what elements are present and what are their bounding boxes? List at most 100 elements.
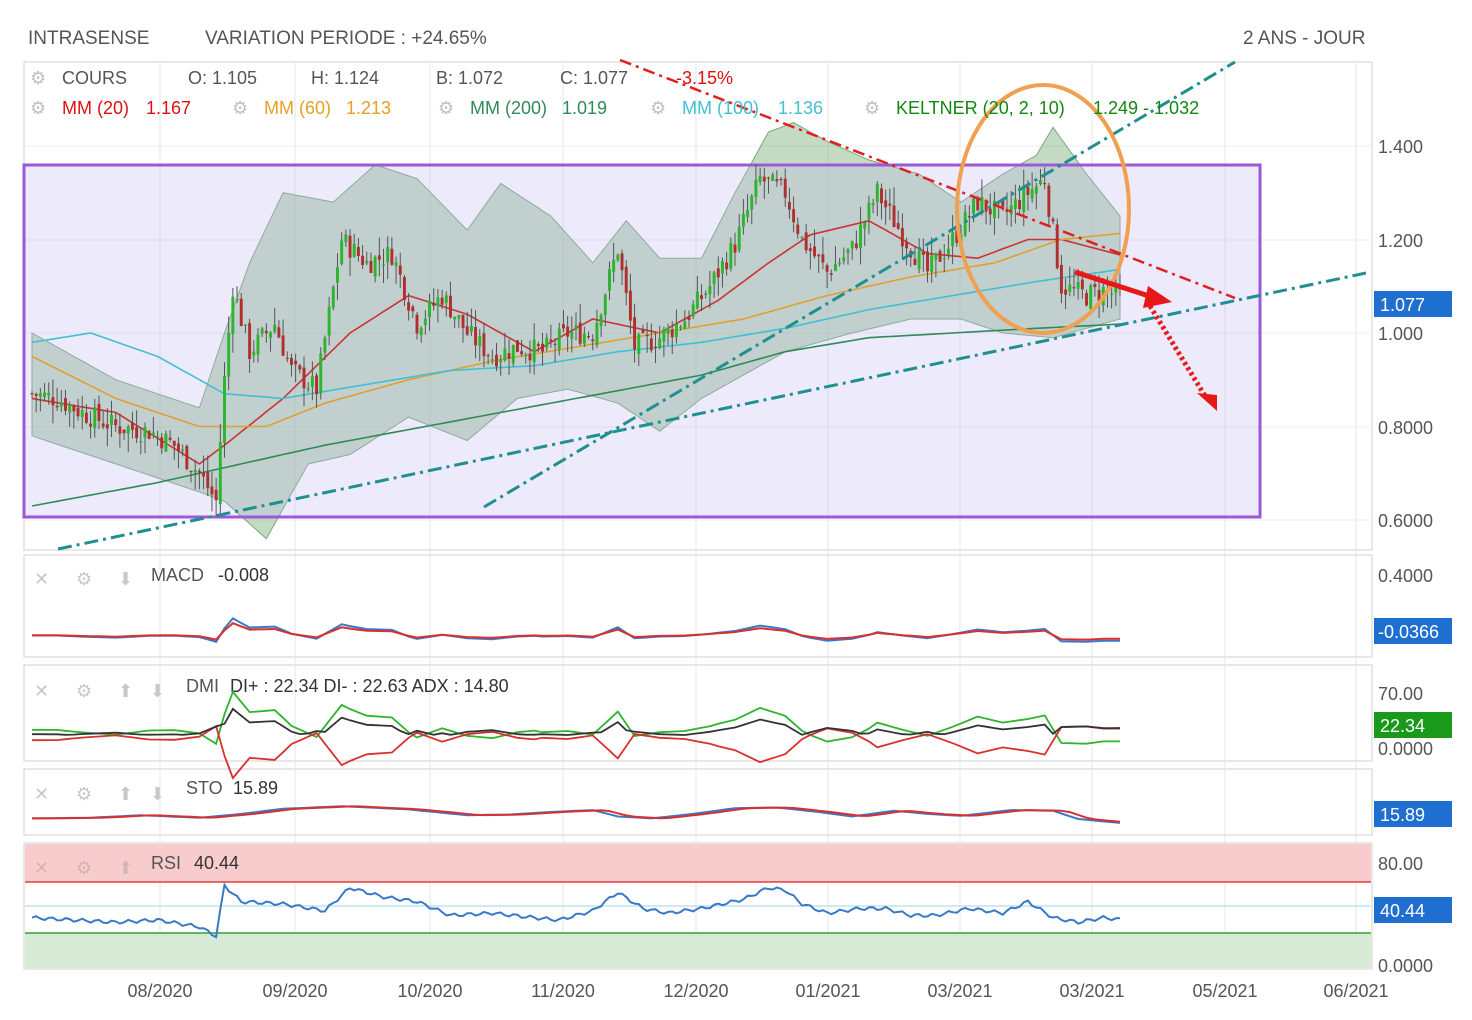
candle-body [156,435,160,438]
close-icon[interactable]: ✕ [34,681,49,701]
candle-body [306,388,310,390]
candle-body [72,405,76,412]
adx-line [32,707,1121,736]
candle-body [260,328,264,334]
candle-body [64,398,67,411]
candle-body [808,248,812,251]
sto-badge [1374,801,1452,827]
arrow-up-icon[interactable]: ⬆ [118,858,133,878]
candle-body [708,286,712,295]
macd-value: -0.008 [218,565,269,585]
candle-body [440,297,444,305]
macd-line [32,617,1120,643]
candle-body [863,222,867,229]
candle-body [934,253,938,260]
candle-body [641,329,645,333]
candle-body [89,423,93,427]
candle-body [654,346,657,349]
gear-icon[interactable]: ⚙ [76,784,92,804]
macd-panel [23,554,1373,658]
period-selector[interactable]: 2 ANS - JOUR [1243,28,1365,49]
candle-body [984,199,988,212]
candle-body [273,324,277,332]
candle-body [846,249,850,254]
macd-lines [32,617,1120,643]
candle-body [386,246,390,263]
candle-body [574,325,578,330]
rsi-badge [1374,897,1452,923]
legend-row-1: ⚙ COURS O: 1.105 H: 1.124 B: 1.072 C: 1.… [30,68,733,88]
candle-body [97,403,101,421]
candle-body [101,423,105,427]
candle-body [767,177,770,179]
close-icon[interactable]: ✕ [34,569,49,589]
gear-icon[interactable]: ⚙ [864,98,880,118]
candle-body [139,441,143,443]
x-tick-label: 01/2021 [795,981,860,1001]
arrow-down-icon[interactable]: ⬇ [118,569,133,589]
candle-body [407,302,411,311]
x-tick-label: 06/2021 [1323,981,1388,1001]
macd-label: MACD [151,565,204,585]
candle-body [871,203,875,206]
x-tick-label: 03/2021 [927,981,992,1001]
x-axis: 08/2020 09/2020 10/2020 11/2020 12/2020 01/20… [127,981,1388,1001]
candle-body [758,175,762,182]
gear-icon[interactable]: ⚙ [30,98,46,118]
candle-body [800,236,804,238]
candle-body [432,302,436,306]
candle-body [1085,293,1088,306]
gear-icon[interactable]: ⚙ [76,681,92,701]
gear-icon[interactable]: ⚙ [30,68,46,88]
close-icon[interactable]: ✕ [34,784,49,804]
sto-controls: ✕ ⚙ ⬆ ⬇ STO 15.89 [34,778,278,804]
candle-body [951,232,955,247]
candle-body [905,242,909,249]
arrow-down-icon[interactable]: ⬇ [150,784,165,804]
candle-body [1076,282,1080,290]
gear-icon[interactable]: ⚙ [438,98,454,118]
candle-body [926,251,929,272]
candle-body [38,393,42,397]
candle-body [695,291,699,309]
arrow-up-icon[interactable]: ⬆ [118,681,133,701]
candle-body [821,254,825,263]
legend-row-2: ⚙ MM (20) 1.167 ⚙ MM (60) 1.213 ⚙ MM (20… [30,98,1199,118]
candle-body [126,426,130,434]
candle-body [817,254,821,257]
macd-badge [1374,618,1452,644]
sto-value: 15.89 [233,778,278,798]
gear-icon[interactable]: ⚙ [76,858,92,878]
sto-label: STO [186,778,223,798]
gear-icon[interactable]: ⚙ [76,569,92,589]
candle-body [269,332,272,338]
candle-body [796,224,800,235]
candle-body [666,327,670,334]
dmi-badge [1374,712,1452,738]
candle-body [218,441,222,505]
candle-body [1068,284,1072,292]
ma-line [31,323,1121,507]
arrow-target-head [1197,393,1217,411]
arrow-up-icon[interactable]: ⬆ [118,784,133,804]
candle-body [1064,289,1068,295]
gear-icon[interactable]: ⚙ [232,98,248,118]
candle-body [1039,179,1042,185]
candle-body [373,256,377,277]
dmi-badge-value: 22.34 [1380,716,1425,736]
candle-body [787,201,791,210]
candle-body [327,306,331,336]
candle-body [214,489,218,501]
candle-body [520,351,524,355]
close-icon[interactable]: ✕ [34,858,49,878]
legend-mm20-value: 1.167 [146,98,191,118]
legend-close: C: 1.077 [560,68,628,88]
legend-mm100-value: 1.136 [778,98,823,118]
candle-body [172,440,176,446]
candle-body [340,240,344,264]
gear-icon[interactable]: ⚙ [650,98,666,118]
candle-body [750,195,754,210]
candle-body [1055,224,1059,269]
arrow-down-icon[interactable]: ⬇ [150,681,165,701]
candle-body [369,260,373,274]
